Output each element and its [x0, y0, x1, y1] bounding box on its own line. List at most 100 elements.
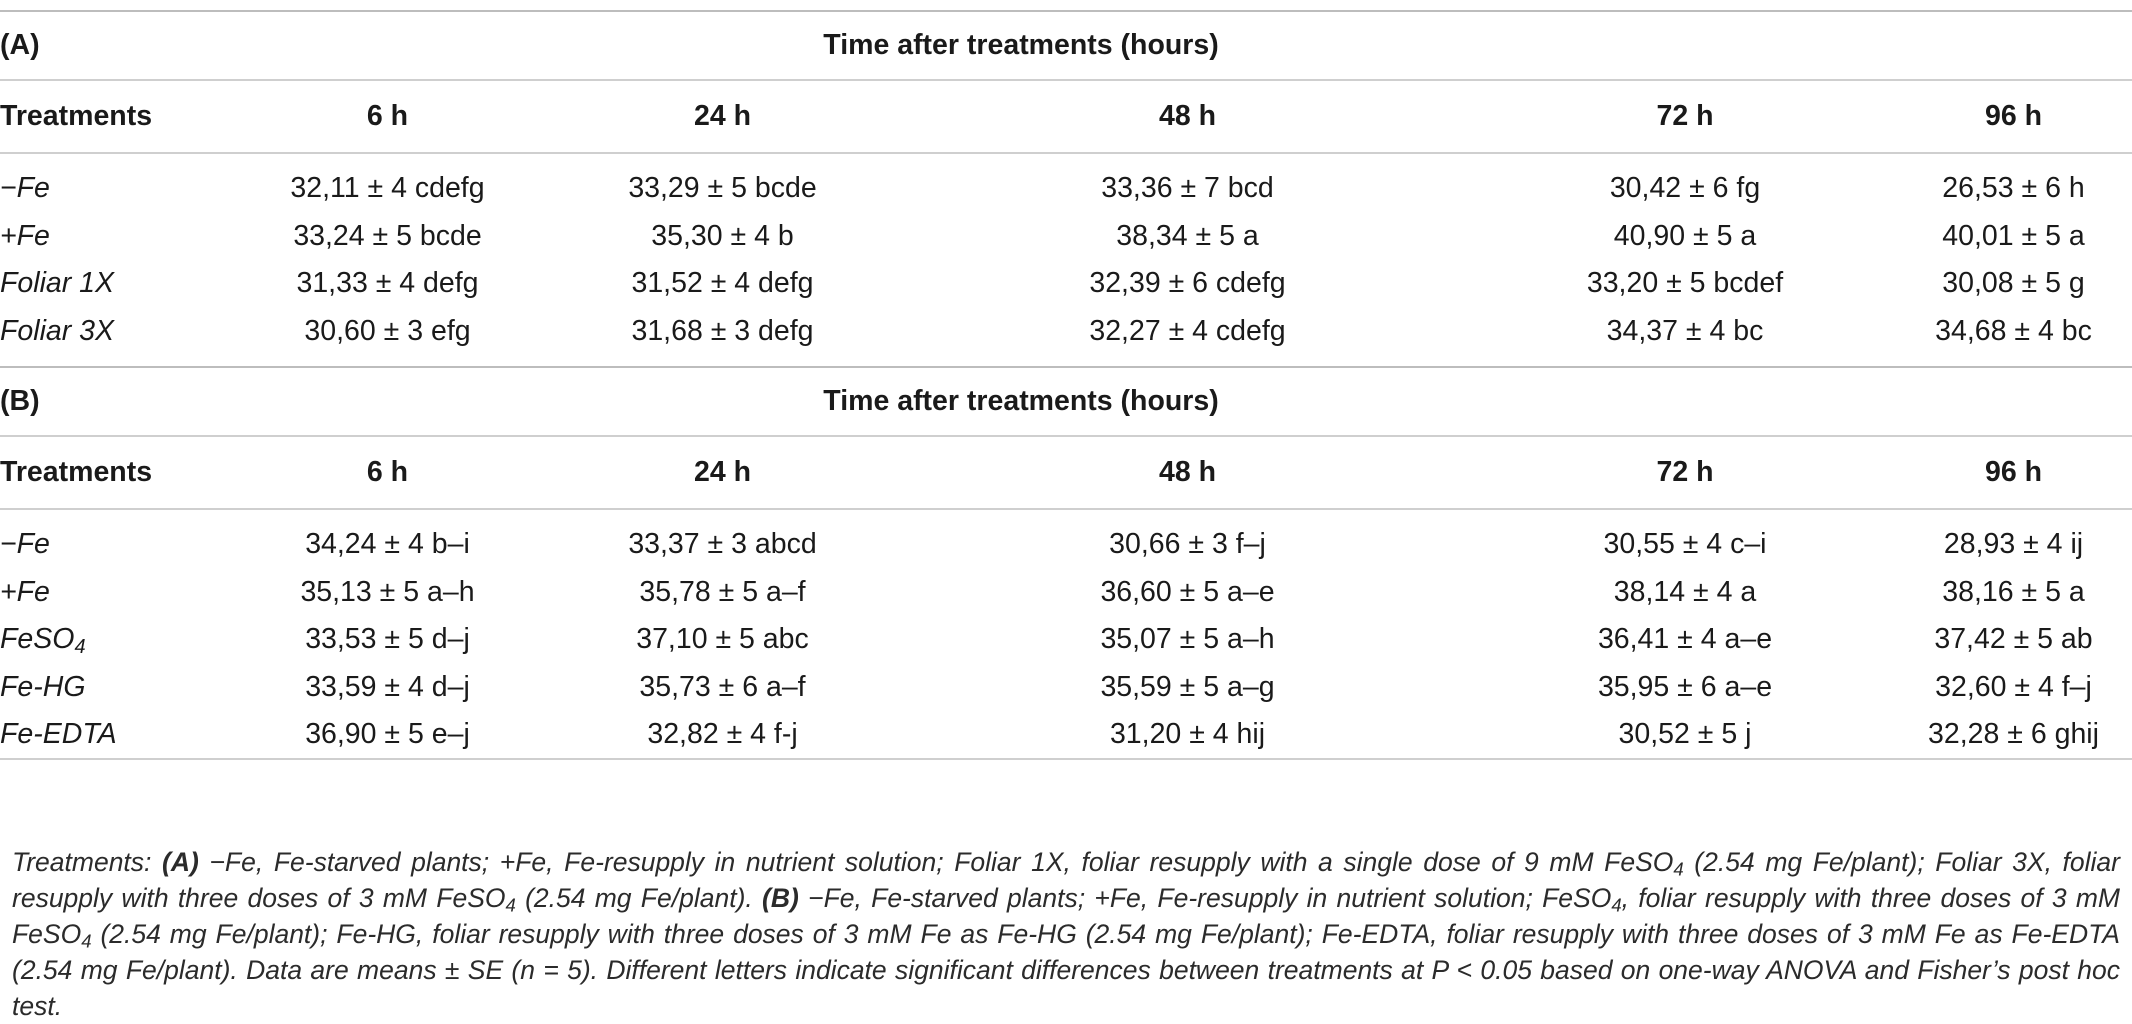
value-cell: 30,52 ± 5 j — [1475, 711, 1895, 760]
value-cell: 31,33 ± 4 defg — [296, 267, 479, 300]
column-header: 96 h — [1895, 435, 2132, 509]
value-cell: 26,53 ± 6 h — [1942, 172, 2085, 205]
table-row: −Fe 32,11 ± 4 cdefg 33,29 ± 5 bcde 33,36… — [0, 165, 2132, 213]
table-row: Foliar 3X 30,60 ± 3 efg 31,68 ± 3 defg 3… — [0, 308, 2132, 356]
value-cell: 38,14 ± 4 a — [1613, 575, 1757, 608]
value-cell: 28,93 ± 4 ij — [1943, 528, 2084, 561]
value-cell: 30,08 ± 5 g — [1942, 267, 2085, 300]
section-b-header: (B) Time after treatments (hours) — [0, 366, 2132, 436]
treatment-subscript: 4 — [74, 636, 86, 659]
column-header: 24 h — [545, 79, 900, 153]
column-header: Treatments — [0, 79, 230, 153]
value-cell: 35,78 ± 5 a–f — [639, 575, 806, 608]
footnote-subscript: 4 — [1611, 894, 1622, 916]
table-row: −Fe 34,24 ± 4 b–i 33,37 ± 3 abcd 30,66 ±… — [0, 521, 2132, 569]
value-cell: 38,34 ± 5 a — [1116, 219, 1259, 252]
section-a-column-headers: Treatments 6 h 24 h 48 h 72 h 96 h — [0, 79, 2132, 153]
value-cell: 37,42 ± 5 ab — [1934, 623, 2093, 656]
table-row: Foliar 1X 31,33 ± 4 defg 31,52 ± 4 defg … — [0, 260, 2132, 308]
value-cell: 31,20 ± 4 hij — [900, 711, 1475, 760]
value-cell: 33,53 ± 5 d–j — [305, 623, 470, 656]
value-cell: 34,68 ± 4 bc — [1935, 314, 2092, 347]
footnote-a-label: (A) — [162, 847, 199, 877]
value-cell: 36,41 ± 4 a–e — [1597, 623, 1773, 656]
treatment-cell: Fe-HG — [0, 670, 86, 703]
section-a-label: (A) — [0, 10, 230, 80]
treatment-cell: FeSO4 — [0, 616, 230, 664]
value-cell: 32,27 ± 4 cdefg — [1089, 314, 1286, 347]
value-cell: 35,30 ± 4 b — [651, 219, 794, 252]
column-header: 6 h — [230, 435, 545, 509]
footnote-subscript: 4 — [81, 930, 92, 952]
treatment-prefix: FeSO — [0, 623, 75, 656]
footnote-text: (2.54 mg Fe/plant); Fe-HG, foliar resupp… — [12, 919, 2120, 1021]
value-cell: 32,39 ± 6 cdefg — [1089, 267, 1286, 300]
table-row: +Fe 33,24 ± 5 bcde 35,30 ± 4 b 38,34 ± 5… — [0, 213, 2132, 261]
value-cell: 40,90 ± 5 a — [1613, 219, 1757, 252]
value-cell: 35,07 ± 5 a–h — [1100, 623, 1275, 656]
footnote-text: (2.54 mg Fe/plant). — [515, 883, 763, 913]
value-cell: 35,59 ± 5 a–g — [1100, 670, 1275, 703]
footnote-text: Treatments: — [12, 847, 163, 877]
value-cell: 40,01 ± 5 a — [1942, 219, 2085, 252]
value-cell: 37,10 ± 5 abc — [636, 623, 809, 656]
table-row: FeSO4 33,53 ± 5 d–j 37,10 ± 5 abc 35,07 … — [0, 616, 2132, 664]
treatment-cell: +Fe — [0, 575, 50, 608]
value-cell: 38,16 ± 5 a — [1942, 575, 2085, 608]
column-header: 72 h — [1475, 79, 1895, 153]
section-b-time-header: Time after treatments (hours) — [230, 366, 2132, 436]
table-row: Fe-EDTA 36,90 ± 5 e–j 32,82 ± 4 f-j 31,2… — [0, 711, 2132, 760]
value-cell: 35,13 ± 5 a–h — [300, 575, 475, 608]
column-header: 48 h — [900, 435, 1475, 509]
column-header: 24 h — [545, 435, 900, 509]
footnote-text: (2.54 mg Fe/plant); Foliar 3X, foliar re… — [12, 847, 2120, 913]
section-b-column-headers: Treatments 6 h 24 h 48 h 72 h 96 h — [0, 435, 2132, 509]
treatment-cell: Foliar 1X — [0, 267, 115, 300]
value-cell: 33,24 ± 5 bcde — [293, 219, 482, 252]
treatment-cell: −Fe — [0, 528, 50, 561]
footnote-b-label: (B) — [762, 883, 799, 913]
section-a-time-header: Time after treatments (hours) — [230, 10, 2132, 80]
column-header: 6 h — [230, 79, 545, 153]
table-footnote: Treatments: (A) −Fe, Fe-starved plants; … — [12, 844, 2120, 1024]
value-cell: 32,60 ± 4 f–j — [1935, 670, 2092, 703]
column-header: 96 h — [1895, 79, 2132, 153]
footnote-text: −Fe, Fe-starved plants; +Fe, Fe-resupply… — [798, 883, 1612, 913]
value-cell: 36,60 ± 5 a–e — [1100, 575, 1275, 608]
value-cell: 32,11 ± 4 cdefg — [290, 172, 485, 205]
value-cell: 30,66 ± 3 f–j — [1109, 528, 1266, 561]
value-cell: 35,73 ± 6 a–f — [639, 670, 806, 703]
value-cell: 32,28 ± 6 ghij — [1895, 711, 2132, 760]
value-cell: 30,60 ± 3 efg — [304, 314, 471, 347]
value-cell: 31,68 ± 3 defg — [631, 314, 814, 347]
value-cell: 35,95 ± 6 a–e — [1597, 670, 1773, 703]
value-cell: 32,82 ± 4 f-j — [545, 711, 900, 760]
column-header: Treatments — [0, 435, 230, 509]
treatment-cell: +Fe — [0, 219, 50, 252]
footnote-text: , foliar resupply with three doses of 3 … — [12, 883, 2120, 949]
value-cell: 34,37 ± 4 bc — [1606, 314, 1764, 347]
value-cell: 30,55 ± 4 c–i — [1603, 528, 1767, 561]
treatment-cell: −Fe — [0, 172, 50, 205]
value-cell: 33,37 ± 3 abcd — [628, 528, 817, 561]
table-row: Fe-HG 33,59 ± 4 d–j 35,73 ± 6 a–f 35,59 … — [0, 664, 2132, 712]
footnote-subscript: 4 — [1673, 858, 1684, 880]
results-table: (A) Time after treatments (hours) Treatm… — [0, 10, 2132, 760]
value-cell: 34,24 ± 4 b–i — [305, 528, 470, 561]
value-cell: 33,59 ± 4 d–j — [305, 670, 470, 703]
value-cell: 33,20 ± 5 bcdef — [1586, 267, 1784, 300]
section-a-header: (A) Time after treatments (hours) — [0, 10, 2132, 80]
treatment-cell: Foliar 3X — [0, 314, 115, 347]
value-cell: 33,29 ± 5 bcde — [628, 172, 817, 205]
value-cell: 30,42 ± 6 fg — [1609, 172, 1761, 205]
footnote-text: −Fe, Fe-starved plants; +Fe, Fe-resupply… — [198, 847, 1674, 877]
footnote-subscript: 4 — [505, 894, 516, 916]
value-cell: 33,36 ± 7 bcd — [1101, 172, 1274, 205]
column-header: 48 h — [900, 79, 1475, 153]
value-cell: 31,52 ± 4 defg — [631, 267, 814, 300]
treatment-cell: Fe-EDTA — [0, 711, 230, 760]
table-figure: (A) Time after treatments (hours) Treatm… — [0, 10, 2132, 1021]
value-cell: 36,90 ± 5 e–j — [230, 711, 545, 760]
section-b-label: (B) — [0, 366, 230, 436]
table-row: +Fe 35,13 ± 5 a–h 35,78 ± 5 a–f 36,60 ± … — [0, 569, 2132, 617]
